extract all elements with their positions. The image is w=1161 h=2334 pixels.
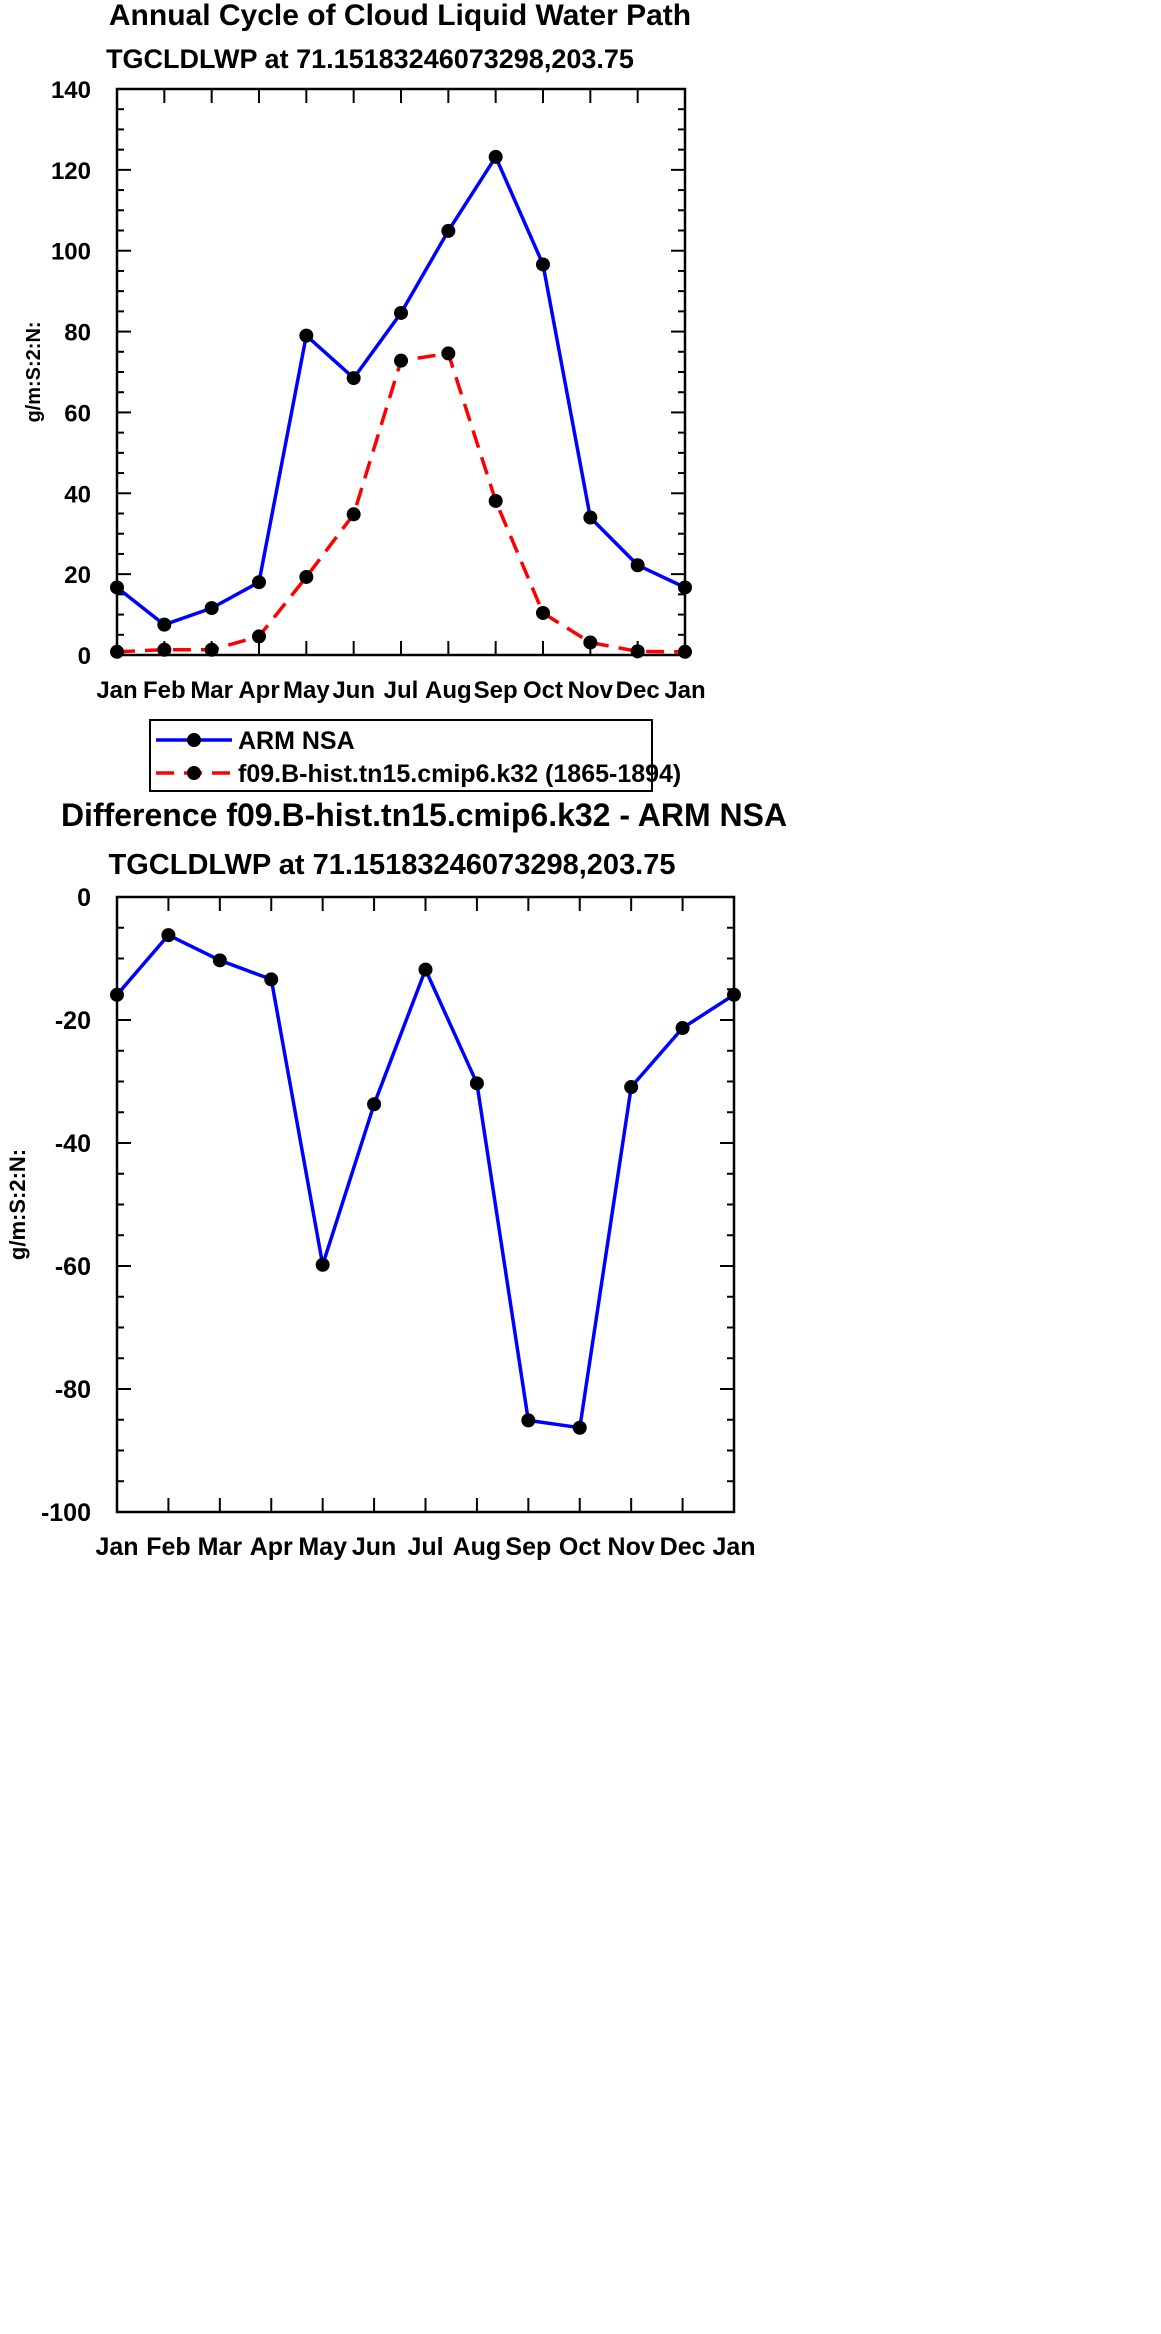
data-point [110,644,124,659]
data-point [299,328,314,343]
y-tick-label: -40 [55,1130,91,1158]
x-tick-label: Sep [474,677,518,704]
legend-marker [187,733,201,747]
y-axis-label: g/m:S:2:N: [5,1149,30,1260]
y-tick-label: -60 [55,1253,91,1281]
data-point [441,223,456,238]
x-tick-label: Jan [95,1533,138,1561]
x-tick-label: Oct [523,677,563,704]
data-point [346,371,361,386]
plot-frame [115,895,736,1514]
series-line [115,933,735,1430]
annual-cycle-panel: Annual Cycle of Cloud Liquid Water Path T… [23,0,706,704]
data-point [367,1097,382,1112]
data-point [299,569,314,584]
data-point [536,257,550,272]
x-tick-label: Jan [96,677,137,704]
x-tick-label: Aug [453,1533,502,1561]
y-tick-label: 0 [78,643,91,670]
data-point [252,575,266,590]
legend: ARM NSA f09.B-hist.tn15.cmip6.k32 (1865-1… [149,719,681,792]
plot-frame [115,87,687,657]
x-tick-label: Feb [143,677,186,704]
data-point [678,580,692,595]
x-tick-label: Dec [616,677,660,704]
y-tick-label: -100 [41,1499,91,1527]
x-tick-label: Feb [146,1533,190,1561]
x-tick-label: May [298,1533,347,1561]
data-point [583,510,598,525]
data-point [161,928,176,943]
x-tick-label: May [283,677,330,704]
y-tick-label: 100 [51,239,91,266]
y-tick-label: 40 [64,481,91,508]
series-line [115,155,686,627]
y-tick-label: 80 [64,320,91,347]
data-point [727,987,741,1002]
x-tick-label: Mar [198,1533,243,1561]
chart-subtitle: TGCLDLWP at 71.15183246073298,203.75 [106,44,634,74]
x-tick-label: Oct [559,1533,601,1561]
data-point [252,629,266,644]
data-point [678,644,692,659]
y-tick-label: -80 [55,1376,91,1404]
x-tick-label: Aug [425,677,472,704]
data-point [630,558,645,573]
y-tick-label: 20 [64,562,91,589]
y-axis-label: g/m:S:2:N: [23,321,45,422]
x-tick-label: Nov [608,1533,655,1561]
y-tick-label: 60 [64,400,91,427]
x-tick-label: Apr [238,677,279,704]
x-tick-label: Jul [407,1533,443,1561]
data-point [536,605,550,620]
data-point [346,507,361,522]
x-tick-label: Apr [250,1533,293,1561]
data-point [675,1020,690,1035]
data-point [110,987,124,1002]
data-point [157,617,172,632]
data-point [630,644,645,659]
x-tick-label: Jun [332,677,375,704]
data-point [394,353,408,368]
data-point [583,635,598,650]
data-point [157,642,172,657]
x-tick-label: Mar [190,677,233,704]
data-point [204,642,219,657]
x-tick-label: Jul [384,677,419,704]
legend-label: f09.B-hist.tn15.cmip6.k32 (1865-1894) [238,760,681,788]
data-point [204,601,219,616]
data-point [469,1076,484,1091]
data-point [394,305,408,320]
data-point [441,346,456,361]
data-point [488,149,503,164]
y-tick-label: 140 [51,77,91,104]
data-point [315,1257,330,1272]
data-point [110,580,124,595]
y-tick-label: -20 [55,1007,91,1035]
x-tick-label: Jun [352,1533,396,1561]
x-tick-label: Jan [664,677,705,704]
x-tick-label: Jan [712,1533,755,1561]
chart-subtitle: TGCLDLWP at 71.15183246073298,203.75 [109,849,676,881]
data-point [418,962,433,977]
chart-title: Difference f09.B-hist.tn15.cmip6.k32 - A… [61,797,787,833]
data-point [624,1080,639,1095]
data-point [264,972,279,987]
data-point [488,493,503,508]
series-line [116,351,686,654]
legend-label: ARM NSA [238,727,355,755]
y-tick-label: 0 [77,884,91,912]
x-tick-label: Dec [660,1533,706,1561]
x-tick-label: Sep [505,1533,551,1561]
data-point [212,953,227,968]
data-point [521,1413,536,1428]
x-tick-label: Nov [568,677,614,704]
legend-box [149,719,653,792]
legend-marker [187,766,201,780]
difference-panel: Difference f09.B-hist.tn15.cmip6.k32 - A… [5,797,787,1561]
chart-title: Annual Cycle of Cloud Liquid Water Path [109,0,691,32]
y-tick-label: 120 [51,158,91,185]
data-point [572,1420,587,1435]
